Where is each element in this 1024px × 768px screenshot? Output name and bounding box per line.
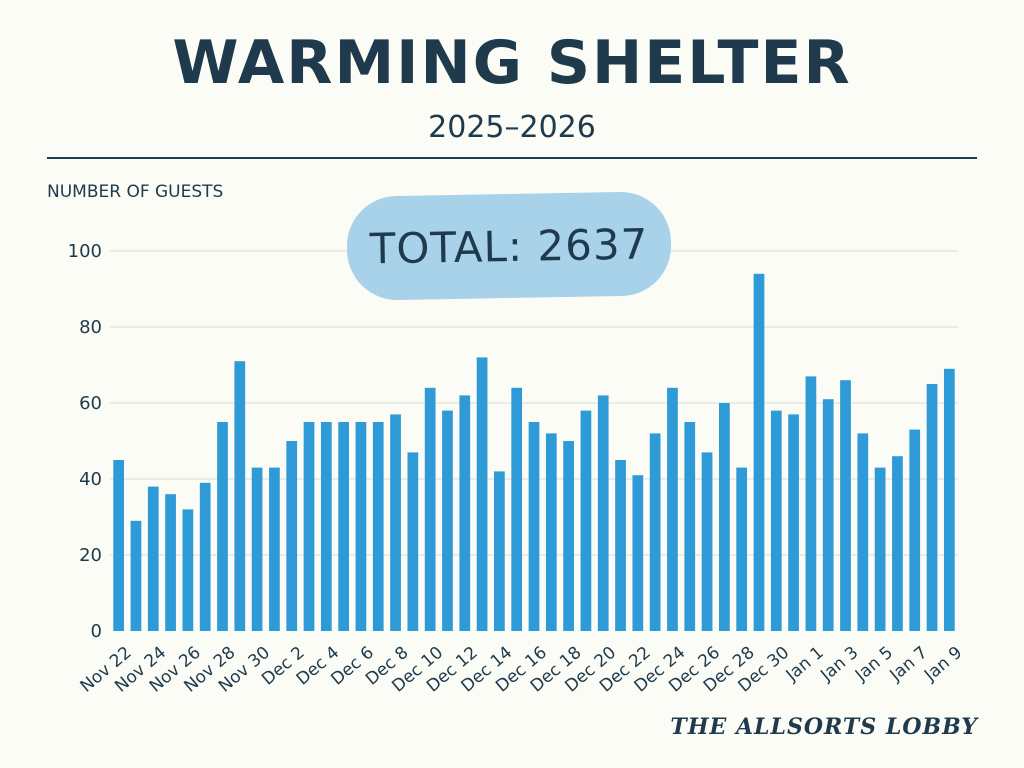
bar bbox=[355, 422, 367, 631]
bar bbox=[442, 410, 453, 631]
bar bbox=[822, 399, 834, 631]
bar bbox=[130, 520, 142, 631]
bar bbox=[269, 467, 280, 631]
x-tick-label: Jan 7 bbox=[886, 643, 932, 686]
y-tick-label: 100 bbox=[68, 241, 102, 262]
bar bbox=[805, 376, 817, 631]
page-subtitle: 2025–2026 bbox=[428, 110, 596, 145]
bar bbox=[303, 422, 315, 631]
bar bbox=[511, 387, 523, 631]
bar bbox=[753, 273, 765, 631]
bar bbox=[788, 414, 799, 631]
y-axis-label: NUMBER OF GUESTS bbox=[47, 182, 224, 202]
bar bbox=[840, 380, 851, 631]
bar bbox=[199, 482, 211, 631]
bar bbox=[113, 460, 125, 631]
x-tick-label: Jan 9 bbox=[920, 643, 966, 686]
x-tick-label: Jan 1 bbox=[782, 643, 828, 686]
bar bbox=[909, 429, 921, 631]
bar bbox=[390, 414, 401, 631]
bar bbox=[407, 452, 419, 631]
total-badge: TOTAL: 2637 bbox=[346, 191, 672, 301]
bar bbox=[251, 467, 263, 631]
title-divider bbox=[47, 157, 977, 159]
bar bbox=[719, 403, 730, 631]
bar bbox=[684, 422, 696, 631]
y-tick-label: 60 bbox=[79, 393, 102, 414]
page-title: WARMING SHELTER bbox=[172, 28, 852, 98]
bar bbox=[494, 471, 505, 631]
bar bbox=[147, 486, 159, 631]
y-tick-label: 40 bbox=[79, 469, 102, 490]
bar bbox=[701, 452, 713, 631]
bar bbox=[649, 433, 661, 631]
bar bbox=[580, 410, 592, 631]
bar bbox=[459, 395, 471, 631]
bar bbox=[926, 384, 938, 631]
bar bbox=[943, 368, 955, 631]
bar bbox=[736, 467, 748, 631]
bar bbox=[545, 433, 557, 631]
bar bbox=[597, 395, 609, 631]
bar bbox=[165, 494, 176, 631]
bar bbox=[632, 475, 644, 631]
bar bbox=[770, 410, 782, 631]
bar bbox=[615, 460, 626, 631]
bar bbox=[874, 467, 886, 631]
x-tick-label: Jan 3 bbox=[816, 643, 862, 686]
y-axis-ticks: 0 20 40 60 80 100 bbox=[68, 241, 102, 642]
bar bbox=[234, 361, 246, 631]
bar bbox=[320, 422, 332, 631]
bar bbox=[217, 422, 228, 631]
bar bbox=[372, 422, 384, 631]
bar bbox=[338, 422, 349, 631]
bar bbox=[476, 357, 488, 631]
bar bbox=[528, 422, 540, 631]
bars bbox=[113, 273, 955, 631]
y-tick-label: 20 bbox=[79, 545, 102, 566]
brand-logo-text: THE ALLSORTS LOBBY bbox=[670, 714, 978, 740]
bar bbox=[424, 387, 436, 631]
y-tick-label: 80 bbox=[79, 317, 102, 338]
bar bbox=[857, 433, 869, 631]
bar bbox=[667, 387, 678, 631]
bar bbox=[182, 509, 194, 631]
bar bbox=[563, 441, 574, 631]
bar bbox=[892, 456, 903, 631]
y-tick-label: 0 bbox=[91, 621, 102, 642]
x-tick-label: Jan 5 bbox=[851, 643, 897, 686]
bar bbox=[286, 441, 298, 631]
